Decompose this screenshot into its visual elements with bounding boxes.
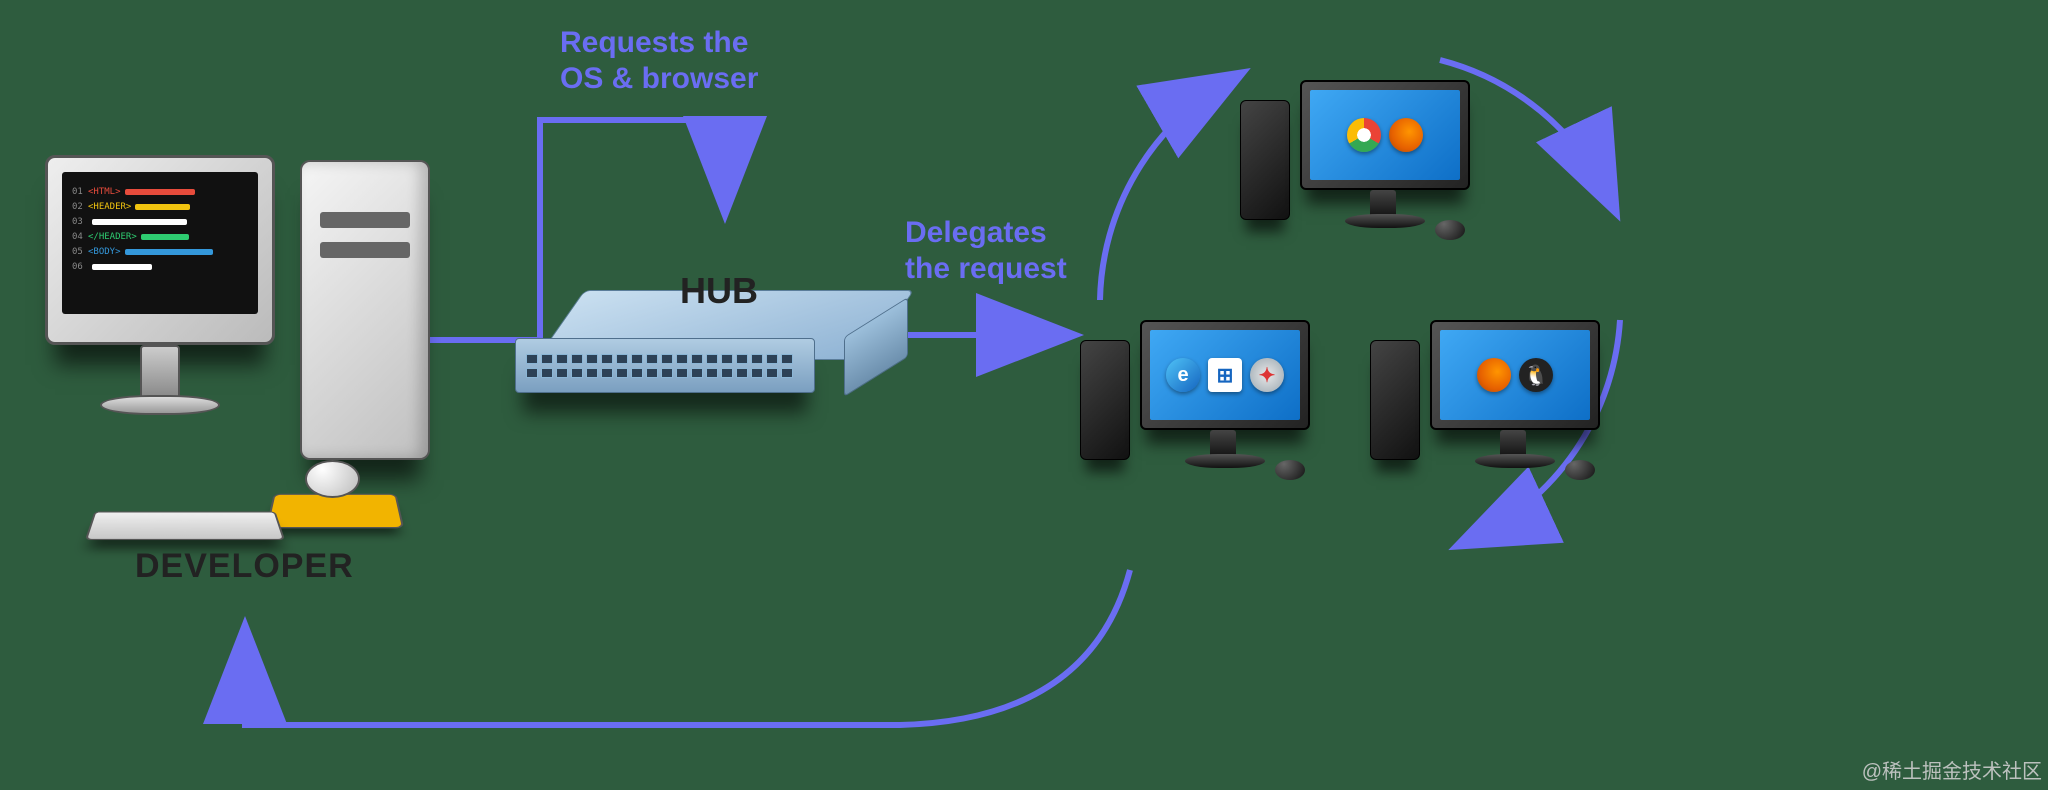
hub-port bbox=[781, 354, 793, 364]
hub-port bbox=[556, 354, 568, 364]
watermark: @稀土掘金技术社区 bbox=[1862, 755, 2042, 784]
hub-port bbox=[541, 354, 553, 364]
code-line: 06 bbox=[72, 262, 248, 272]
hub-port bbox=[661, 368, 673, 378]
hub-port bbox=[781, 368, 793, 378]
hub-port bbox=[526, 368, 538, 378]
grid-node: e⊞✦ bbox=[1080, 320, 1330, 500]
keyboard bbox=[85, 511, 285, 540]
hub-port bbox=[571, 368, 583, 378]
safari-icon: ✦ bbox=[1250, 358, 1284, 392]
hub-port bbox=[751, 368, 763, 378]
hub-port bbox=[646, 354, 658, 364]
windows-icon: ⊞ bbox=[1208, 358, 1242, 392]
code-line: 03 bbox=[72, 217, 248, 227]
code-line: 04</HEADER> bbox=[72, 232, 248, 242]
hub-port bbox=[571, 354, 583, 364]
firefox-icon bbox=[1477, 358, 1511, 392]
chrome-icon bbox=[1347, 118, 1381, 152]
hub-port bbox=[736, 354, 748, 364]
hub-ports bbox=[515, 338, 815, 393]
pc-tower bbox=[300, 160, 430, 460]
code-line: 05<BODY> bbox=[72, 247, 248, 257]
hub-port bbox=[616, 354, 628, 364]
node-cluster: e⊞✦ 🐧 bbox=[1070, 20, 1630, 580]
request-arrow-label: Requests the OS & browser bbox=[560, 25, 758, 97]
grid-node bbox=[1240, 80, 1490, 260]
linux-icon: 🐧 bbox=[1519, 358, 1553, 392]
hub-port bbox=[721, 354, 733, 364]
hub-port bbox=[766, 354, 778, 364]
hub-port bbox=[676, 368, 688, 378]
monitor: 01<HTML> 02<HEADER> 03 04</HEADER> 05<BODY> 0… bbox=[45, 155, 275, 345]
hub-port bbox=[601, 368, 613, 378]
code-screen: 01<HTML> 02<HEADER> 03 04</HEADER> 05<BODY> 0… bbox=[62, 172, 258, 314]
hub-port bbox=[676, 354, 688, 364]
hub-port bbox=[631, 354, 643, 364]
hub-port bbox=[586, 368, 598, 378]
hub-port bbox=[766, 368, 778, 378]
hub-port bbox=[751, 354, 763, 364]
code-line: 02<HEADER> bbox=[72, 202, 248, 212]
hub-port bbox=[706, 354, 718, 364]
hub-port bbox=[586, 354, 598, 364]
hub-port bbox=[601, 354, 613, 364]
hub-port bbox=[661, 354, 673, 364]
hub-port bbox=[646, 368, 658, 378]
hub-port bbox=[721, 368, 733, 378]
developer-workstation: 01<HTML> 02<HEADER> 03 04</HEADER> 05<BODY> 0… bbox=[30, 100, 440, 540]
hub-port bbox=[556, 368, 568, 378]
delegate-arrow-label: Delegates the request bbox=[905, 215, 1067, 287]
hub-port bbox=[526, 354, 538, 364]
hub-port bbox=[736, 368, 748, 378]
hub-port bbox=[616, 368, 628, 378]
hub-label: HUB bbox=[680, 270, 758, 312]
mouse bbox=[305, 460, 360, 498]
hub-port bbox=[541, 368, 553, 378]
hub-port bbox=[631, 368, 643, 378]
ie-icon: e bbox=[1166, 358, 1200, 392]
code-line: 01<HTML> bbox=[72, 187, 248, 197]
hub-port bbox=[706, 368, 718, 378]
developer-label: DEVELOPER bbox=[135, 547, 354, 586]
firefox-icon bbox=[1389, 118, 1423, 152]
grid-node: 🐧 bbox=[1370, 320, 1620, 500]
hub-port bbox=[691, 354, 703, 364]
hub-port bbox=[691, 368, 703, 378]
